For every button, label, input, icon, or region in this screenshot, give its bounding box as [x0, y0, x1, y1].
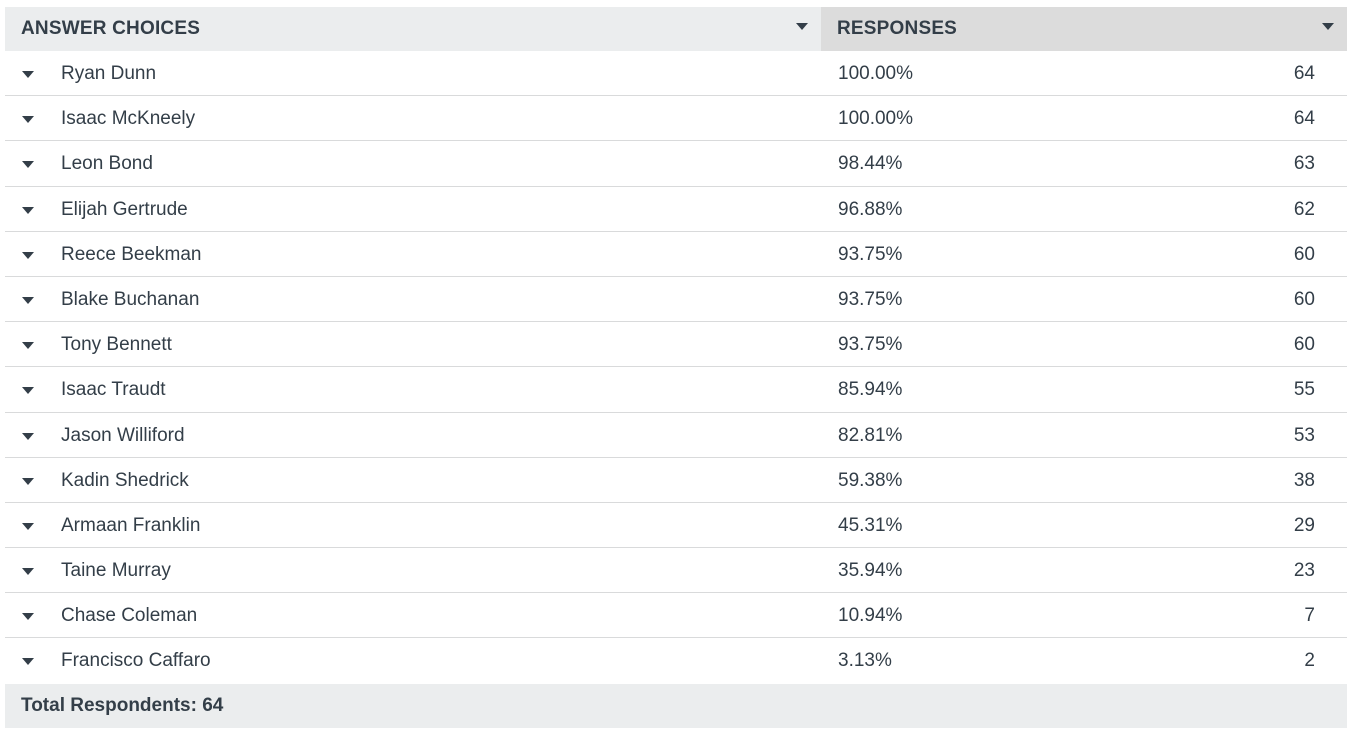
answer-choice-label: Francisco Caffaro	[61, 650, 211, 672]
answer-choice-label: Isaac Traudt	[61, 379, 166, 401]
answer-choice-label: Reece Beekman	[61, 243, 202, 265]
caret-down-icon[interactable]	[22, 658, 34, 666]
table-row: Francisco Caffaro 3.13% 2	[5, 638, 1347, 683]
response-percent: 45.31%	[838, 514, 903, 536]
table-footer: Total Respondents: 64	[5, 683, 1347, 728]
response-percent: 3.13%	[838, 650, 892, 672]
table-row: Tony Bennett 93.75% 60	[5, 322, 1347, 368]
table-header: ANSWER CHOICES RESPONSES	[5, 7, 1347, 51]
answer-choice-label: Taine Murray	[61, 560, 171, 582]
responses-header-label: RESPONSES	[837, 18, 958, 39]
table-row: Jason Williford 82.81% 53	[5, 413, 1347, 458]
response-percent: 35.94%	[838, 560, 903, 582]
response-percent: 85.94%	[838, 379, 903, 401]
table-row: Isaac Traudt 85.94% 55	[5, 367, 1347, 413]
caret-down-icon[interactable]	[22, 387, 34, 395]
responses-column-header[interactable]: RESPONSES	[821, 7, 1347, 51]
caret-down-icon[interactable]	[22, 251, 34, 259]
answer-choice-label: Isaac McKneely	[61, 108, 196, 130]
caret-down-icon[interactable]	[22, 432, 34, 440]
caret-down-icon[interactable]	[22, 206, 34, 214]
table-row: Leon Bond 98.44% 63	[5, 141, 1347, 187]
response-count: 62	[1293, 198, 1315, 220]
response-count: 29	[1293, 514, 1315, 536]
response-count: 60	[1293, 334, 1315, 356]
answer-choice-label: Jason Williford	[61, 424, 185, 446]
response-count: 7	[1304, 605, 1315, 627]
response-count: 38	[1293, 469, 1315, 491]
caret-down-icon[interactable]	[22, 342, 34, 350]
table-row: Elijah Gertrude 96.88% 62	[5, 187, 1347, 232]
answer-choice-label: Kadin Shedrick	[61, 469, 189, 491]
response-percent: 82.81%	[838, 424, 903, 446]
response-percent: 100.00%	[838, 63, 914, 84]
response-percent: 98.44%	[838, 153, 903, 175]
results-table: ANSWER CHOICES RESPONSES Ryan Dunn 100.0…	[5, 7, 1347, 728]
answer-choice-label: Chase Coleman	[61, 605, 198, 627]
caret-down-icon[interactable]	[22, 613, 34, 621]
table-body: Ryan Dunn 100.00% 64 Isaac McKneely 100.…	[5, 51, 1347, 684]
caret-down-icon[interactable]	[22, 296, 34, 304]
table-row: Armaan Franklin 45.31% 29	[5, 503, 1347, 549]
chevron-down-icon[interactable]	[1322, 23, 1334, 30]
response-count: 63	[1293, 153, 1315, 175]
caret-down-icon[interactable]	[22, 477, 34, 485]
answer-choice-label: Tony Bennett	[61, 334, 172, 356]
response-count: 64	[1293, 108, 1315, 130]
response-percent: 59.38%	[838, 469, 903, 491]
answer-choice-label: Ryan Dunn	[61, 63, 157, 84]
caret-down-icon[interactable]	[22, 71, 34, 78]
caret-down-icon[interactable]	[22, 116, 34, 124]
chevron-down-icon[interactable]	[796, 23, 808, 30]
table-row: Blake Buchanan 93.75% 60	[5, 277, 1347, 323]
table-row: Kadin Shedrick 59.38% 38	[5, 458, 1347, 503]
response-count: 55	[1293, 379, 1315, 401]
response-percent: 93.75%	[838, 334, 903, 356]
table-row: Reece Beekman 93.75% 60	[5, 232, 1347, 277]
response-percent: 93.75%	[838, 243, 903, 265]
answer-choices-column-header[interactable]: ANSWER CHOICES	[5, 7, 821, 51]
response-count: 64	[1293, 63, 1315, 84]
caret-down-icon[interactable]	[22, 522, 34, 530]
response-count: 2	[1304, 650, 1315, 672]
response-count: 60	[1293, 288, 1315, 310]
answer-choice-label: Leon Bond	[61, 153, 153, 175]
table-row: Taine Murray 35.94% 23	[5, 548, 1347, 594]
total-respondents: Total Respondents: 64	[21, 694, 224, 716]
response-percent: 10.94%	[838, 605, 903, 627]
answer-choice-label: Elijah Gertrude	[61, 198, 188, 220]
table-row: Ryan Dunn 100.00% 64	[5, 51, 1347, 97]
answer-choice-label: Blake Buchanan	[61, 288, 200, 310]
response-count: 53	[1293, 424, 1315, 446]
response-percent: 96.88%	[838, 198, 903, 220]
answer-choices-header-label: ANSWER CHOICES	[21, 18, 201, 39]
response-count: 23	[1293, 560, 1315, 582]
response-percent: 100.00%	[838, 108, 914, 130]
table-row: Isaac McKneely 100.00% 64	[5, 96, 1347, 142]
response-count: 60	[1293, 243, 1315, 265]
caret-down-icon[interactable]	[22, 161, 34, 169]
table-row: Chase Coleman 10.94% 7	[5, 593, 1347, 639]
caret-down-icon[interactable]	[22, 568, 34, 576]
response-percent: 93.75%	[838, 288, 903, 310]
answer-choice-label: Armaan Franklin	[61, 514, 201, 536]
